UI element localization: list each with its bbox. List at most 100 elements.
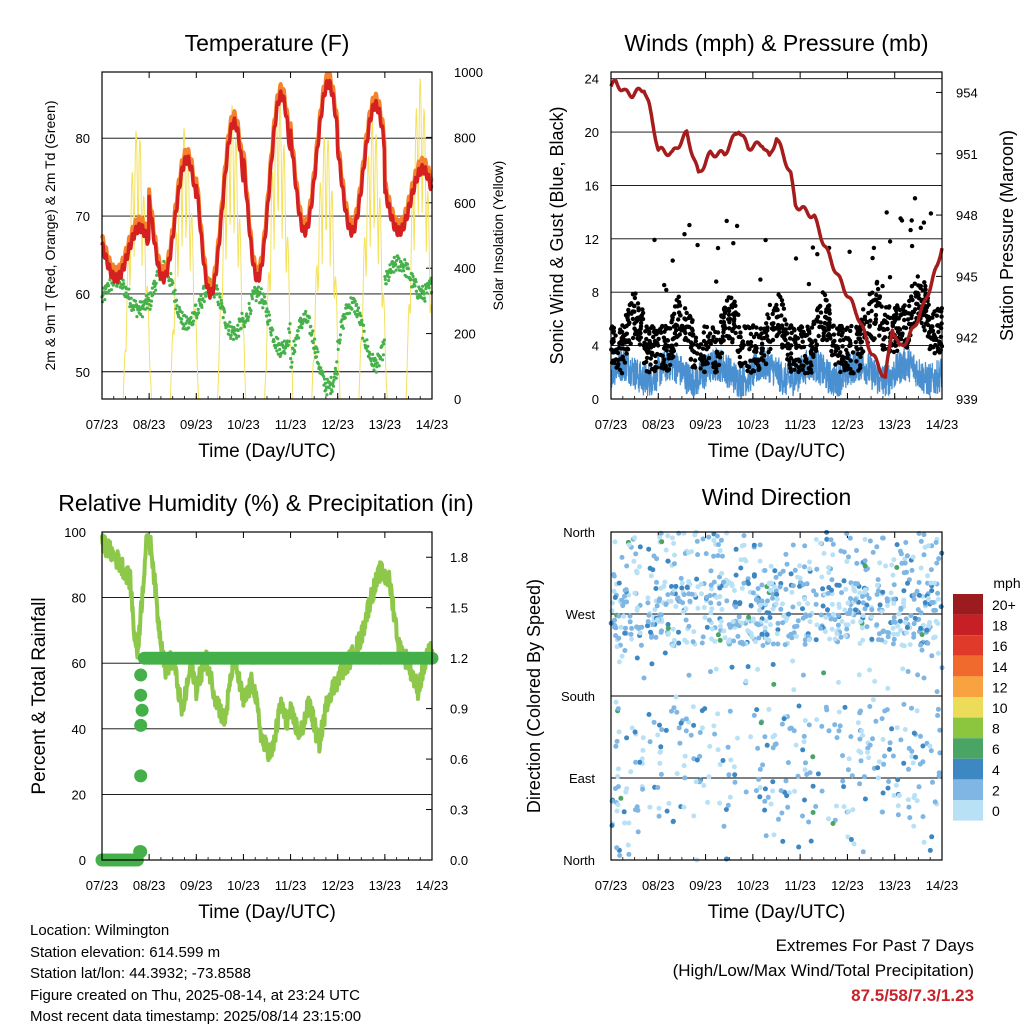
dewpoint-point: [234, 333, 238, 337]
direction-point: [822, 629, 828, 635]
direction-point: [680, 600, 686, 606]
direction-point: [719, 570, 725, 576]
gust-point: [876, 303, 881, 308]
gust-point: [787, 336, 793, 341]
gust-point: [721, 326, 726, 332]
gust-point: [705, 334, 711, 339]
direction-point: [793, 633, 799, 639]
gust-point: [785, 341, 790, 346]
direction-point: [802, 797, 807, 803]
gust-point: [799, 325, 805, 330]
gust-point: [858, 346, 864, 351]
gust-point: [660, 323, 665, 329]
legend-swatch: [953, 594, 983, 615]
direction-point: [909, 567, 915, 573]
x-tick-label: 09/23: [689, 417, 722, 432]
gust-point: [838, 338, 843, 343]
direction-point: [772, 568, 778, 574]
x-tick-label: 09/23: [689, 878, 722, 893]
direction-point: [935, 590, 941, 596]
y-tick-label: 8: [592, 285, 599, 300]
direction-point: [694, 576, 700, 582]
direction-point: [836, 728, 842, 734]
gust-point: [644, 369, 650, 374]
gust-point: [823, 309, 829, 314]
direction-point: [613, 633, 619, 639]
direction-point: [783, 778, 789, 784]
direction-point: [898, 628, 904, 633]
gust-point: [642, 346, 647, 351]
direction-point: [893, 782, 899, 788]
direction-point: [633, 759, 639, 765]
direction-point: [611, 588, 617, 594]
direction-point: [855, 720, 861, 726]
gust-point: [780, 345, 785, 350]
dewpoint-point: [212, 295, 216, 299]
direction-point: [706, 617, 712, 623]
dewpoint-point: [198, 297, 202, 301]
dewpoint-point: [316, 362, 320, 366]
direction-point: [760, 762, 766, 768]
direction-point: [709, 586, 714, 592]
gust-point: [664, 287, 669, 293]
dewpoint-point: [356, 306, 361, 310]
direction-point: [802, 596, 808, 602]
dewpoint-point: [427, 286, 431, 290]
direction-point: [895, 812, 901, 818]
panel-title: Temperature (F): [185, 30, 350, 56]
dewpoint-point: [287, 339, 291, 343]
dewpoint-point: [341, 326, 345, 330]
direction-point: [665, 592, 671, 598]
gust-point: [688, 357, 694, 362]
dewpoint-point: [155, 273, 159, 277]
gust-point: [733, 303, 738, 308]
dewpoint-point: [215, 292, 219, 296]
extremes-value: 87.5/58/7.3/1.23: [851, 986, 974, 1005]
dewpoint-point: [307, 316, 311, 320]
dewpoint-point: [278, 347, 282, 351]
dewpoint-point: [358, 311, 362, 315]
direction-point: [873, 718, 879, 724]
direction-point: [927, 847, 933, 853]
gust-point: [905, 317, 911, 322]
gust-point: [682, 232, 687, 237]
direction-point: [885, 603, 890, 609]
dewpoint-point: [221, 316, 225, 320]
direction-point: [746, 581, 751, 587]
dewpoint-point: [374, 358, 378, 362]
gust-point: [637, 337, 642, 342]
gust-point: [918, 283, 923, 289]
legend-label: 4: [992, 762, 1000, 778]
legend-label: 6: [992, 741, 1000, 757]
gust-point: [640, 307, 645, 312]
direction-point: [918, 538, 924, 544]
gust-point: [740, 345, 745, 350]
gust-point: [693, 338, 698, 344]
direction-point: [673, 694, 679, 700]
gust-point: [702, 369, 707, 375]
dewpoint-point: [327, 386, 331, 390]
y-tick-label: East: [569, 771, 595, 786]
direction-point: [636, 626, 642, 631]
direction-point: [895, 631, 901, 637]
direction-point: [673, 604, 679, 609]
direction-point: [921, 675, 927, 681]
direction-point: [846, 554, 851, 560]
direction-point: [609, 608, 615, 614]
gust-series: [609, 196, 945, 376]
dewpoint-point: [184, 315, 188, 319]
direction-point: [681, 592, 687, 598]
gust-point: [751, 358, 756, 363]
direction-point: [724, 856, 729, 862]
gust-point: [848, 366, 853, 372]
direction-point: [832, 617, 838, 623]
direction-point: [671, 540, 677, 546]
gust-point: [854, 324, 859, 330]
gust-point: [669, 351, 674, 356]
direction-point: [670, 818, 676, 824]
direction-point: [736, 614, 742, 620]
direction-point: [888, 590, 894, 596]
direction-point: [622, 593, 627, 599]
direction-point: [841, 784, 847, 790]
direction-point: [614, 738, 620, 744]
